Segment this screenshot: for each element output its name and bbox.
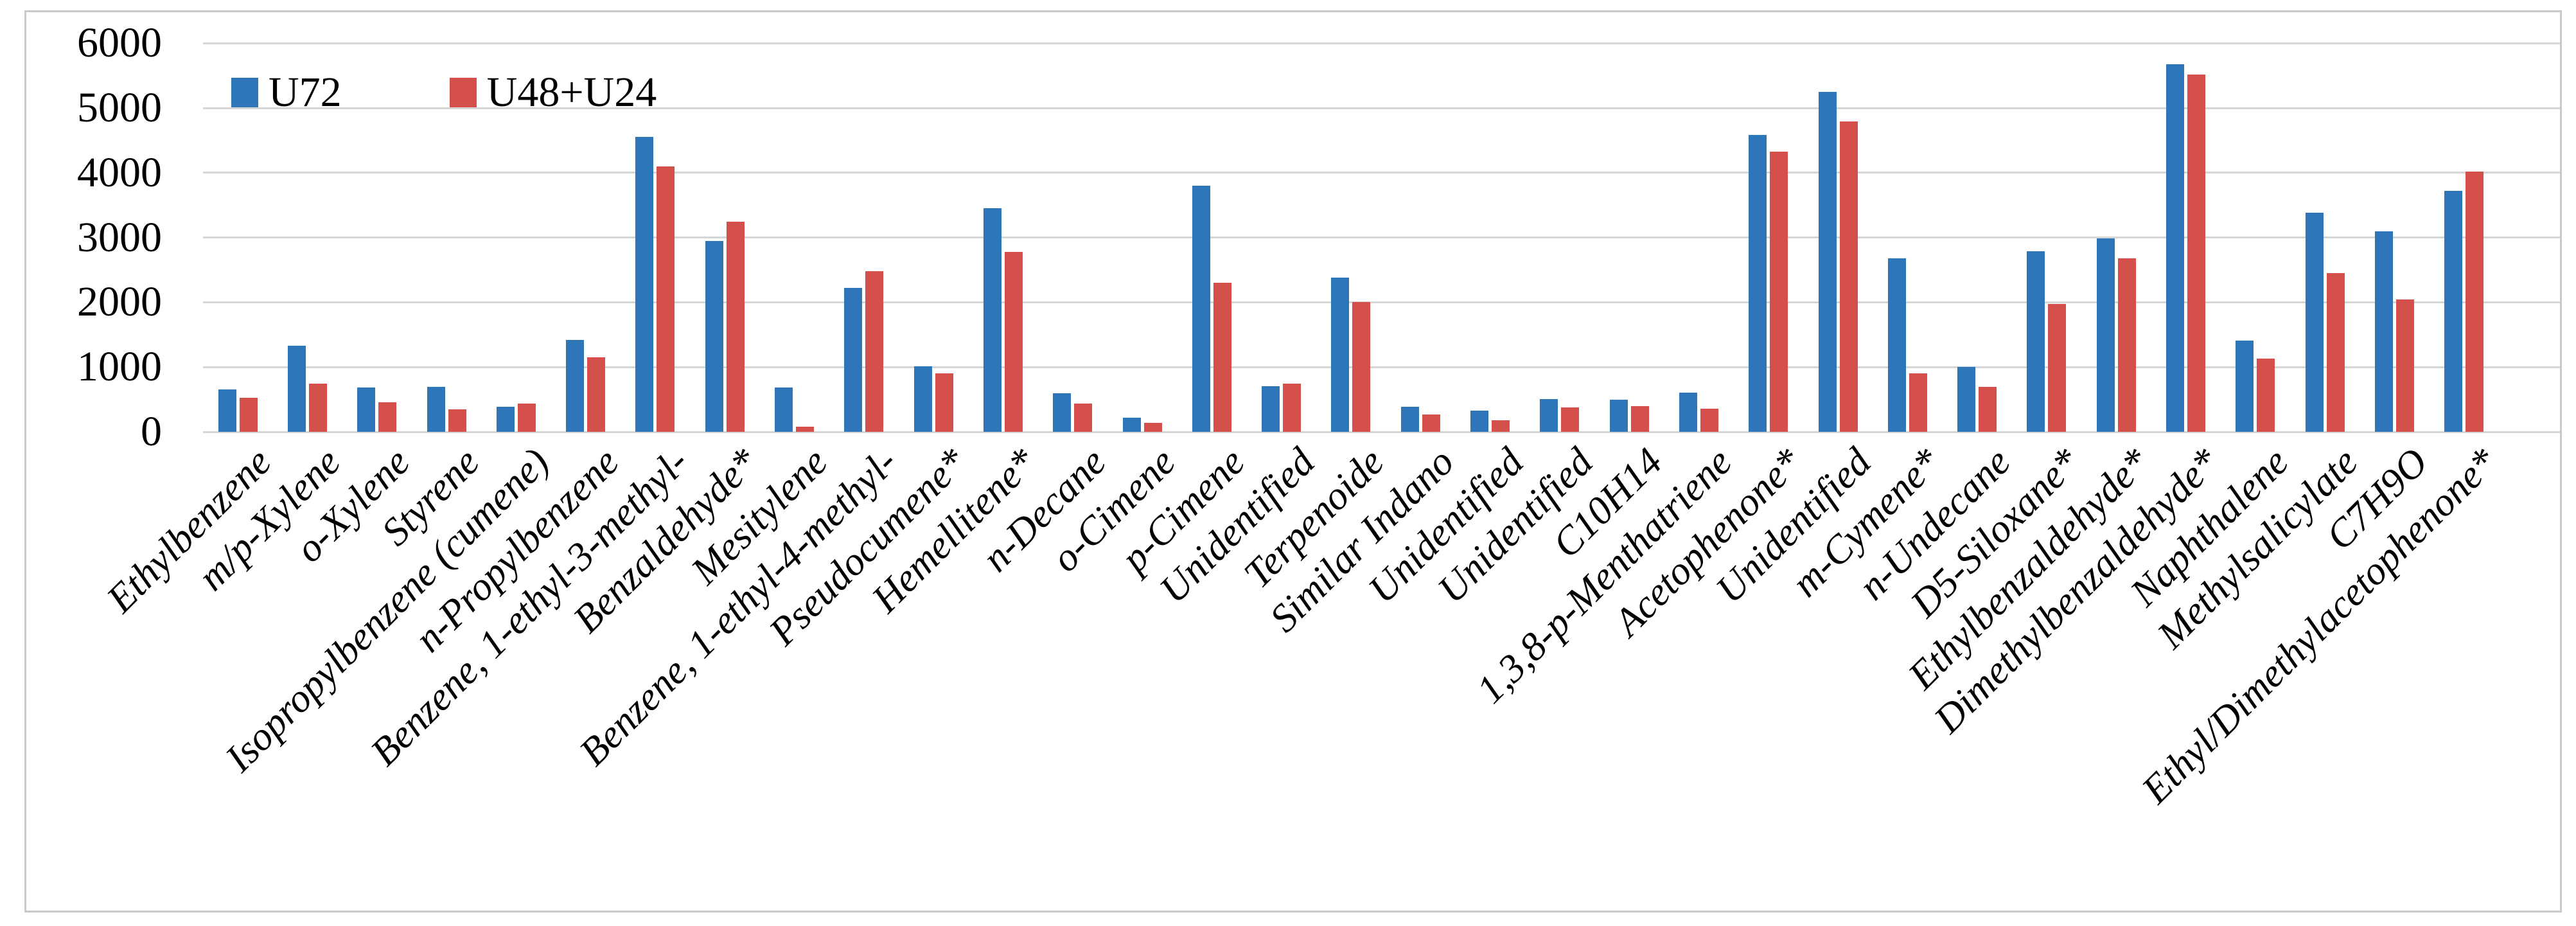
bar-u48u24-5 <box>517 404 536 432</box>
bar-u72-17 <box>1331 278 1350 432</box>
bar-u72-9 <box>775 387 793 432</box>
bar-u48u24-9 <box>796 426 815 432</box>
bar-u72-8 <box>705 240 723 432</box>
bar-u48u24-22 <box>1700 409 1718 432</box>
bar-u72-12 <box>983 208 1001 432</box>
bar-u48u24-28 <box>2117 258 2136 432</box>
bar-u72-20 <box>1540 398 1558 432</box>
bar-u48u24-26 <box>1979 387 1997 432</box>
bar-u72-1 <box>218 389 236 432</box>
bar-u72-29 <box>2166 64 2185 432</box>
bar-u48u24-18 <box>1422 414 1440 432</box>
bar-u48u24-14 <box>1143 422 1162 432</box>
bar-u48u24-6 <box>587 357 606 432</box>
bar-u48u24-10 <box>865 271 884 432</box>
bar-u72-15 <box>1192 185 1210 432</box>
bar-u48u24-11 <box>935 373 953 432</box>
gridline-5000 <box>203 107 2560 109</box>
bar-u48u24-17 <box>1352 302 1371 432</box>
bar-u72-26 <box>1957 367 1976 432</box>
bar-u72-27 <box>2027 251 2045 432</box>
legend-swatch-u72 <box>231 78 258 107</box>
bar-u48u24-8 <box>726 222 745 432</box>
bar-u48u24-33 <box>2466 171 2484 432</box>
bar-u48u24-23 <box>1770 151 1788 432</box>
bar-u72-13 <box>1053 393 1072 432</box>
gridline-0 <box>203 431 2560 433</box>
legend-label-u72: U72 <box>269 69 342 116</box>
bar-u48u24-15 <box>1213 283 1231 432</box>
bar-u48u24-27 <box>2048 304 2067 432</box>
bar-u48u24-4 <box>448 409 466 432</box>
figure-border <box>24 10 2562 913</box>
gridline-2000 <box>203 301 2560 303</box>
bar-u48u24-3 <box>378 402 397 432</box>
bar-u48u24-32 <box>2395 299 2414 432</box>
bar-u48u24-25 <box>1909 373 1927 432</box>
bar-u72-4 <box>427 387 445 432</box>
bar-u72-22 <box>1679 392 1697 432</box>
legend: U72 U48+U24 <box>231 68 657 117</box>
y-tick-label-6000: 6000 <box>77 19 162 67</box>
bar-u72-25 <box>1887 258 1906 432</box>
bar-u48u24-31 <box>2326 273 2345 432</box>
bar-u48u24-1 <box>239 397 258 432</box>
gridline-1000 <box>203 366 2560 368</box>
bar-u48u24-19 <box>1492 420 1510 432</box>
legend-swatch-u48u24 <box>449 78 477 107</box>
y-tick-label-2000: 2000 <box>77 278 162 326</box>
bar-u48u24-12 <box>1004 251 1023 432</box>
bar-u72-32 <box>2374 231 2393 432</box>
bar-u72-30 <box>2236 340 2254 432</box>
bar-u72-6 <box>566 339 585 432</box>
bar-u48u24-21 <box>1630 405 1649 432</box>
bar-u48u24-13 <box>1074 403 1093 432</box>
bar-u72-28 <box>2096 238 2115 432</box>
bar-u72-31 <box>2305 213 2324 432</box>
bar-u72-24 <box>1818 91 1837 432</box>
bar-u72-18 <box>1400 406 1419 432</box>
bar-u72-14 <box>1122 417 1141 432</box>
bar-u72-3 <box>357 387 376 432</box>
bar-u72-2 <box>287 345 306 432</box>
bar-u48u24-20 <box>1561 407 1580 432</box>
y-tick-label-5000: 5000 <box>77 84 162 131</box>
legend-label-u48u24: U48+U24 <box>486 69 657 116</box>
y-tick-label-4000: 4000 <box>77 148 162 196</box>
bar-u72-21 <box>1609 399 1628 432</box>
gridline-4000 <box>203 172 2560 174</box>
gridline-3000 <box>203 236 2560 239</box>
gridline-6000 <box>203 42 2560 44</box>
y-tick-label-0: 0 <box>141 408 162 455</box>
bar-u72-11 <box>913 366 932 432</box>
bar-u48u24-7 <box>657 166 675 432</box>
bar-u48u24-29 <box>2187 74 2206 432</box>
bar-u72-5 <box>496 406 515 432</box>
bar-u72-10 <box>844 288 863 432</box>
bar-u72-16 <box>1262 386 1280 432</box>
bar-u48u24-24 <box>1839 121 1858 432</box>
y-tick-label-3000: 3000 <box>77 213 162 261</box>
bar-u72-19 <box>1470 410 1489 432</box>
bar-u72-7 <box>635 137 654 432</box>
bar-u48u24-2 <box>308 384 327 432</box>
bar-u72-33 <box>2444 191 2463 432</box>
bar-u72-23 <box>1749 135 1767 432</box>
bar-u48u24-30 <box>2257 359 2275 432</box>
y-tick-label-1000: 1000 <box>77 343 162 391</box>
bar-u48u24-16 <box>1283 384 1301 432</box>
